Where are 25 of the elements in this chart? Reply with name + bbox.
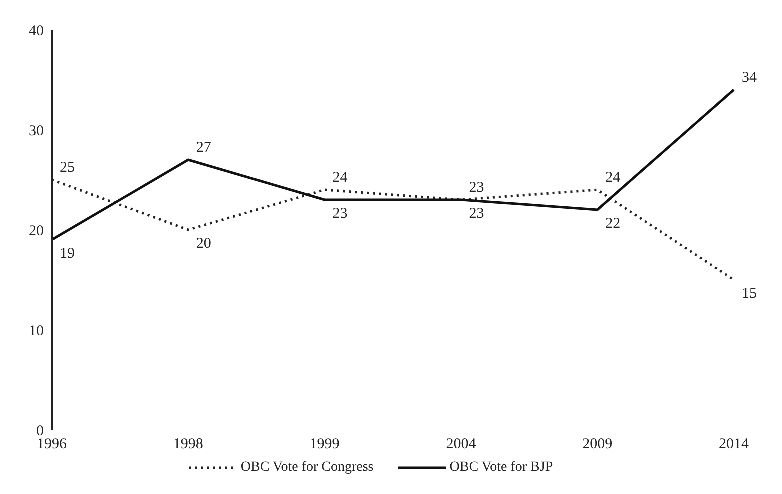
x-tick-label: 2004 xyxy=(446,436,477,453)
data-label: 34 xyxy=(742,70,758,86)
data-label: 19 xyxy=(60,246,75,262)
data-label: 25 xyxy=(60,160,75,176)
data-label: 23 xyxy=(469,206,484,222)
y-tick-label: 30 xyxy=(29,123,44,140)
y-tick-label: 10 xyxy=(29,323,44,340)
y-tick-label: 0 xyxy=(36,423,44,440)
x-tick-label: 2009 xyxy=(582,436,613,453)
x-tick-label: 1996 xyxy=(37,436,68,453)
y-tick-label: 20 xyxy=(29,223,44,240)
data-label: 23 xyxy=(332,206,348,222)
data-label: 22 xyxy=(606,216,621,232)
legend-label: OBC Vote for BJP xyxy=(448,460,554,476)
data-label: 24 xyxy=(332,170,348,186)
x-tick-label: 1998 xyxy=(173,436,204,453)
legend-label: OBC Vote for Congress xyxy=(240,460,374,476)
y-tick-label: 40 xyxy=(29,23,44,40)
x-tick-label: 1999 xyxy=(310,436,340,453)
data-label: 27 xyxy=(196,140,212,156)
x-tick-label: 2014 xyxy=(719,436,750,453)
data-label: 23 xyxy=(469,180,484,196)
data-label: 24 xyxy=(606,170,622,186)
data-label: 15 xyxy=(742,286,757,302)
data-label: 20 xyxy=(196,236,212,252)
